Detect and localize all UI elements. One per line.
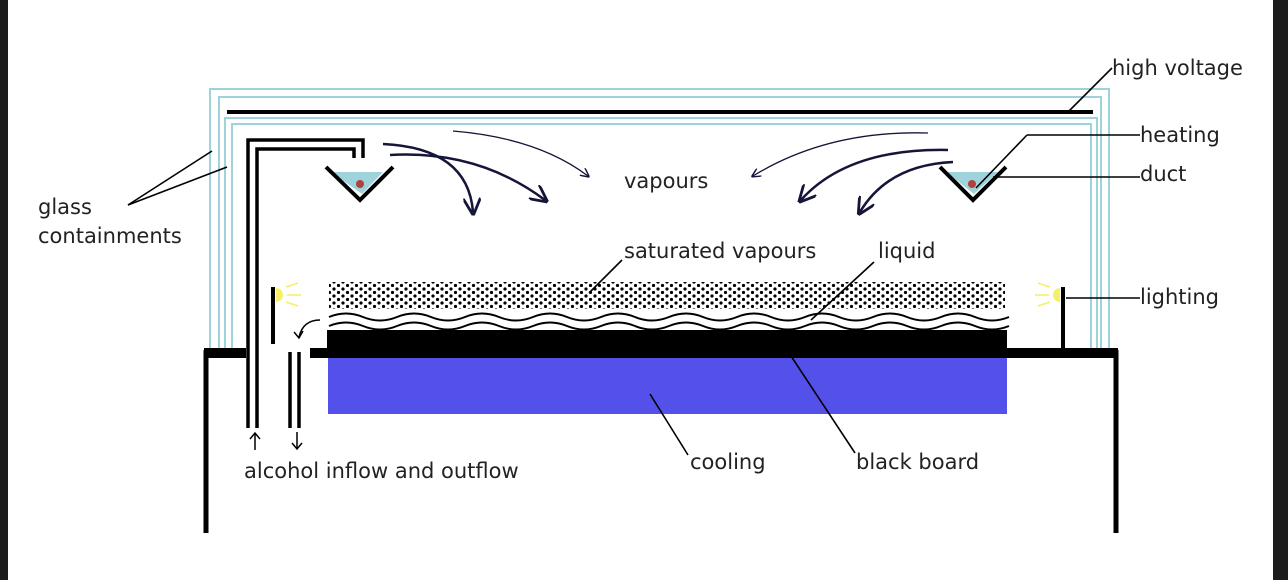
- leader-cooling: [649, 393, 689, 456]
- table-top-left: [204, 348, 246, 358]
- flow-arrows: [249, 319, 321, 451]
- label-vapours: vapours: [624, 169, 708, 193]
- heating-cup-right: [938, 165, 1008, 203]
- leader-glass-1: [127, 150, 213, 206]
- leader-saturated: [588, 259, 623, 294]
- label-containments: containments: [38, 224, 182, 248]
- light-right: [1035, 282, 1065, 348]
- cooling-block: [328, 356, 1007, 414]
- liquid-layer: [328, 312, 1010, 331]
- leader-liquid: [810, 261, 875, 321]
- label-liquid: liquid: [878, 239, 935, 263]
- label-saturated-vapours: saturated vapours: [624, 239, 816, 263]
- label-high-voltage: high voltage: [1112, 56, 1243, 80]
- black-board: [327, 330, 1007, 358]
- vapour-arrows: [382, 130, 954, 212]
- glass-containment-outer: [209, 88, 1110, 350]
- leader-glass-2: [127, 166, 228, 206]
- alcohol-pipe: [246, 138, 365, 428]
- saturated-vapour-layer: [329, 282, 1005, 309]
- label-lighting: lighting: [1140, 285, 1219, 309]
- label-cooling: cooling: [690, 450, 766, 474]
- table-top-right: [1006, 348, 1118, 358]
- diagram-panel: high voltage heating duct glass containm…: [8, 0, 1273, 580]
- leader-black-board: [790, 355, 856, 454]
- leader-lines: [127, 67, 1140, 456]
- table-top-middle: [310, 348, 330, 358]
- base-table: [203, 350, 1119, 533]
- cloud-chamber-diagram: high voltage heating duct glass containm…: [38, 56, 1243, 533]
- label-heating: heating: [1140, 123, 1220, 147]
- label-black-board: black board: [856, 450, 979, 474]
- light-left: [271, 282, 301, 344]
- label-alcohol-flow: alcohol inflow and outflow: [244, 459, 519, 483]
- label-duct: duct: [1140, 162, 1186, 186]
- label-glass: glass: [38, 195, 92, 219]
- heating-cup-left: [324, 165, 395, 203]
- leader-high-voltage: [1066, 67, 1113, 114]
- glass-containment-inner: [224, 117, 1098, 350]
